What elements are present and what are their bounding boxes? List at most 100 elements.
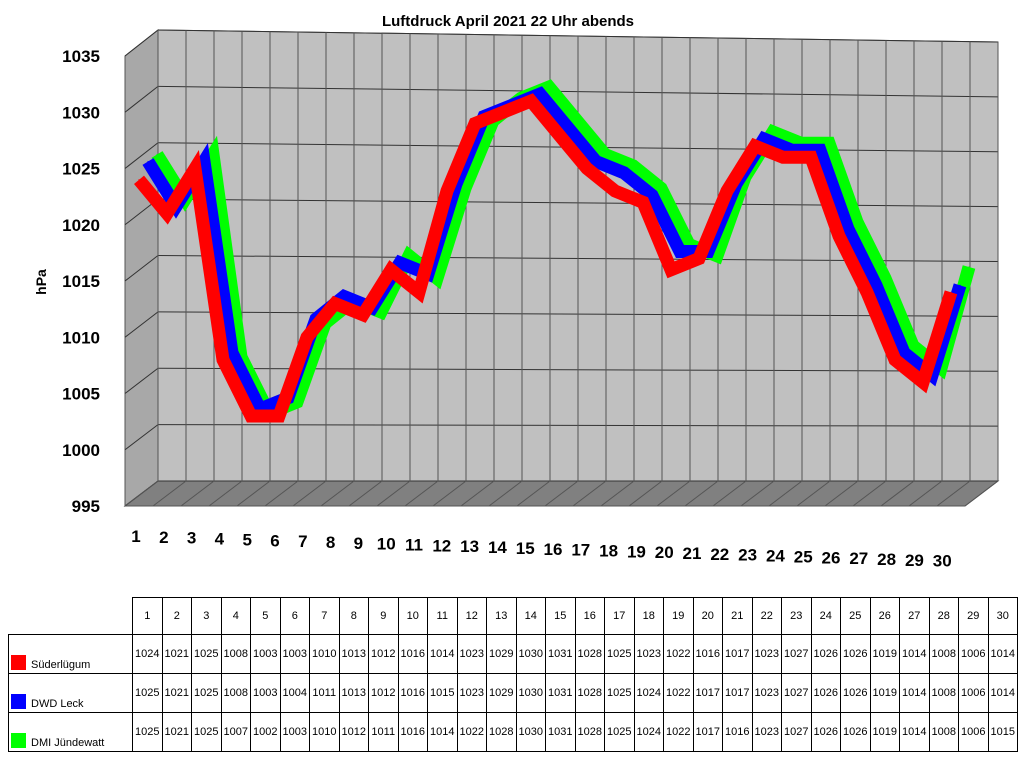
floor-divider [124, 480, 159, 507]
table-value-cell: 1011 [368, 712, 399, 752]
floor-divider [152, 480, 187, 507]
table-value-cell: 1023 [751, 673, 782, 713]
x-tick-label: 2 [159, 528, 168, 547]
floor-divider [236, 480, 271, 507]
floor-divider [656, 480, 691, 507]
table-row: Süderlügum 1024 1021 1025 1008 1003 1003 1010 10… [8, 634, 1018, 674]
legend-label: DMI Jündewatt [31, 737, 105, 749]
series-name-cell: DWD Leck [8, 673, 133, 713]
table-value-cell: 1015 [987, 712, 1018, 752]
data-point [362, 314, 364, 316]
data-point [772, 131, 774, 133]
table-value-cell: 1008 [220, 634, 251, 674]
table-header-row: 1 2 3 4 5 6 7 8 9 10 11 12 13 14 15 16 17 18 19 20 21 22 23 24 2… [8, 597, 1018, 635]
floor-divider [348, 480, 383, 507]
table-value-cell: 1006 [958, 673, 989, 713]
data-point [306, 336, 308, 338]
table-value-cell: 1010 [309, 634, 340, 674]
table-value-cell: 1016 [397, 673, 428, 713]
table-row: DWD Leck 1025 1021 1025 1008 1003 1004 1011 1013… [8, 673, 1018, 713]
series-name-cell: Süderlügum [8, 634, 133, 674]
data-point [231, 352, 233, 354]
y-tick-label: 1025 [62, 160, 100, 179]
table-value-cell: 1008 [928, 673, 959, 713]
x-tick-label: 22 [710, 545, 729, 564]
floor-divider [796, 480, 831, 507]
table-header-cell: 19 [663, 597, 694, 635]
x-tick-label: 9 [354, 534, 363, 553]
data-point [156, 153, 158, 156]
table-value-cell: 1014 [987, 634, 1018, 674]
x-tick-label: 23 [738, 546, 757, 565]
x-tick-label: 19 [627, 542, 646, 561]
series-line [151, 79, 976, 422]
table-header-cell: 10 [397, 597, 428, 635]
table-header-cell: 21 [722, 597, 753, 635]
table-value-cell: 1029 [486, 634, 517, 674]
table-value-cell: 1031 [545, 712, 576, 752]
table-value-cell: 1006 [958, 712, 989, 752]
data-point [604, 153, 606, 156]
table-value-cell: 1019 [869, 634, 900, 674]
table-value-cell: 1024 [633, 712, 664, 752]
x-tick-label: 18 [599, 542, 618, 561]
table-header-cell: 2 [161, 597, 192, 635]
floor-divider [264, 480, 299, 507]
table-value-cell: 1003 [279, 634, 310, 674]
y-tick-label: 1030 [62, 103, 100, 122]
x-tick-label: 24 [766, 547, 785, 566]
floor-divider [460, 480, 495, 507]
legend-label: DWD Leck [31, 698, 84, 710]
data-point [586, 167, 588, 170]
table-value-cell: 1027 [781, 634, 812, 674]
data-point [212, 153, 214, 156]
series-name-cell: DMI Jündewatt [8, 712, 133, 752]
table-value-cell: 1030 [515, 634, 546, 674]
y-axis-ticks: 995 1000 1005 1010 1015 1020 1025 1030 1035 [62, 47, 100, 516]
table-value-cell: 1014 [899, 634, 930, 674]
table-value-cell: 1025 [132, 712, 163, 752]
floor-divider [516, 480, 551, 507]
data-point [408, 255, 410, 257]
y-tick-label: 1000 [62, 441, 100, 460]
table-value-cell: 1026 [840, 673, 871, 713]
data-point [912, 345, 914, 347]
table-header-cell: 12 [456, 597, 487, 635]
x-tick-label: 12 [432, 536, 451, 555]
table-value-cell: 1025 [604, 712, 635, 752]
data-point [763, 138, 765, 140]
floor-divider [740, 480, 775, 507]
floor-divider [824, 480, 859, 507]
floor-divider [432, 480, 467, 507]
legend-swatch [11, 733, 26, 748]
table-value-cell: 1026 [810, 712, 841, 752]
table-header-cell: 27 [899, 597, 930, 635]
floor-divider [684, 480, 719, 507]
data-point [884, 277, 886, 279]
floor-divider [964, 480, 999, 507]
floor-divider [488, 480, 523, 507]
x-tick-label: 16 [544, 540, 563, 559]
table-value-cell: 1022 [663, 712, 694, 752]
chart-grid [124, 29, 999, 507]
left-wall-gridline [124, 424, 159, 451]
table-value-cell: 1002 [250, 712, 281, 752]
table-value-cell: 1014 [427, 634, 458, 674]
floor-divider [908, 480, 943, 507]
table-value-cell: 1023 [751, 712, 782, 752]
x-tick-label: 26 [822, 548, 841, 567]
data-point [595, 160, 597, 163]
table-value-cell: 1014 [899, 673, 930, 713]
table-header-cell: 30 [987, 597, 1018, 635]
table-value-cell: 1003 [250, 634, 281, 674]
table-value-cell: 1010 [309, 712, 340, 752]
table-value-cell: 1021 [161, 712, 192, 752]
y-tick-label: 995 [72, 497, 100, 516]
table-value-cell: 1011 [309, 673, 340, 713]
floor-divider [180, 480, 215, 507]
table-header-cell: 15 [545, 597, 576, 635]
floor-divider [404, 480, 439, 507]
floor-divider [320, 480, 355, 507]
data-point [950, 291, 952, 293]
table-header-cell: 29 [958, 597, 989, 635]
